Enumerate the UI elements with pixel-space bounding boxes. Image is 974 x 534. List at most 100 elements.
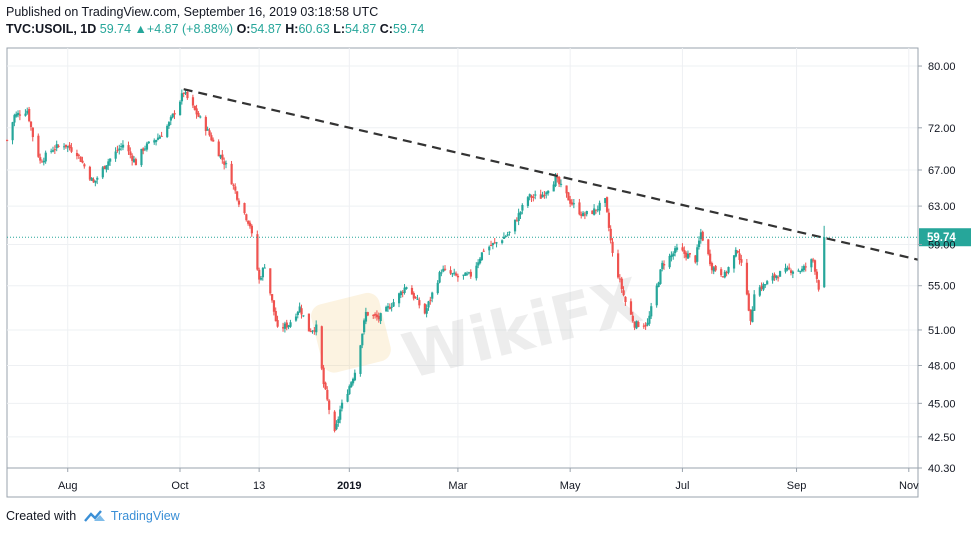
candle-body — [661, 262, 664, 269]
symbol-label[interactable]: TVC:USOIL, 1D — [6, 22, 97, 36]
candle-body — [804, 266, 807, 268]
candle-body — [109, 158, 112, 162]
candle-body — [302, 315, 305, 317]
candle-body — [663, 263, 666, 266]
candle-body — [42, 160, 46, 163]
candle-body — [178, 101, 182, 116]
candle-body — [519, 211, 522, 215]
time-axis[interactable]: Aug Oct 13 2019 Mar May Jul Sep Nov — [7, 467, 919, 492]
candle-body — [683, 249, 686, 254]
candle-body — [361, 333, 364, 346]
candle-body — [96, 177, 99, 180]
candle-body — [810, 259, 813, 268]
candle-body — [145, 143, 149, 150]
x-tick-label: Sep — [787, 480, 807, 492]
candle-body — [491, 243, 495, 246]
x-tick-label: Aug — [58, 480, 78, 492]
candle-body — [672, 253, 675, 257]
candle-body — [777, 277, 780, 279]
candle-body — [68, 144, 71, 149]
candle-body — [156, 137, 160, 140]
candle-body — [147, 141, 150, 144]
candle-body — [605, 197, 609, 212]
candle-body — [462, 274, 465, 276]
candle-body — [223, 161, 226, 165]
candle-body — [591, 210, 594, 214]
candle-body — [580, 214, 583, 216]
candle-body — [217, 141, 220, 157]
candle-body — [346, 393, 349, 402]
candle-body — [558, 177, 561, 185]
candle-body — [272, 300, 276, 312]
candle-body — [659, 269, 662, 284]
candle-body — [655, 285, 658, 306]
tradingview-brand[interactable]: TradingView — [110, 509, 180, 523]
candle-body — [283, 323, 287, 329]
candle-body — [335, 423, 338, 430]
candle-body — [758, 287, 761, 296]
candle-body — [13, 115, 16, 123]
candle-body — [232, 184, 235, 186]
candle-body — [120, 146, 123, 148]
candle-body — [17, 112, 20, 116]
candle-body — [786, 267, 789, 270]
candle-body — [714, 265, 717, 271]
candle-body — [622, 290, 625, 296]
candle-body — [444, 268, 447, 270]
candle-body — [624, 296, 627, 303]
candle-body — [813, 260, 817, 272]
last-price-tag — [919, 228, 971, 247]
candle-body — [81, 160, 84, 163]
x-tick-label: May — [560, 480, 581, 492]
candle-body — [670, 254, 673, 258]
candle-body — [771, 275, 774, 281]
candle-body — [160, 135, 163, 137]
candle-body — [287, 325, 290, 328]
candle-body — [532, 196, 535, 198]
candle-body — [675, 247, 679, 250]
candle-body — [469, 271, 472, 277]
candle-body — [565, 185, 568, 194]
candle-body — [258, 269, 261, 280]
candle-body — [26, 110, 29, 114]
candle-body — [182, 92, 185, 94]
candle-body — [427, 301, 430, 308]
candle-body — [727, 267, 730, 273]
candle-body — [388, 307, 392, 309]
candle-body — [52, 150, 55, 152]
candle-body — [83, 164, 86, 167]
candle-body — [478, 258, 482, 264]
candle-body — [508, 231, 511, 233]
candle-body — [392, 302, 395, 307]
candle-body — [127, 145, 130, 152]
candle-body — [374, 313, 377, 316]
candle-body — [668, 255, 671, 268]
candle-body — [221, 154, 224, 160]
price-axis[interactable]: 80.00 72.00 67.00 63.00 59.00 55.00 51.00 48.00… — [917, 48, 956, 497]
candle-body — [609, 228, 612, 241]
candle-body — [398, 293, 401, 304]
candle-body — [504, 236, 507, 238]
candle-body — [650, 306, 653, 317]
candle-body — [530, 195, 533, 198]
candle-body — [740, 259, 743, 263]
candle-body — [18, 114, 22, 116]
candle-body — [348, 386, 351, 395]
low-value: 54.87 — [345, 22, 377, 36]
y-tick-label: 72.00 — [928, 123, 956, 135]
candle-body — [751, 309, 754, 323]
candle-body — [405, 287, 408, 289]
candle-body — [197, 113, 200, 117]
y-tick-label: 48.00 — [928, 360, 956, 372]
candle-body — [75, 152, 79, 157]
candle-body — [569, 199, 572, 204]
candle-body — [11, 122, 14, 141]
candle-body — [107, 161, 110, 166]
candle-body — [685, 252, 688, 258]
x-tick-label: Mar — [448, 480, 467, 492]
candle-body — [552, 184, 555, 192]
candle-body — [410, 287, 414, 295]
symbol-info-bar: TVC:USOIL, 1D 59.74 ▲+4.87 (+8.88%) O:54… — [6, 22, 424, 36]
candle-body — [784, 268, 787, 272]
